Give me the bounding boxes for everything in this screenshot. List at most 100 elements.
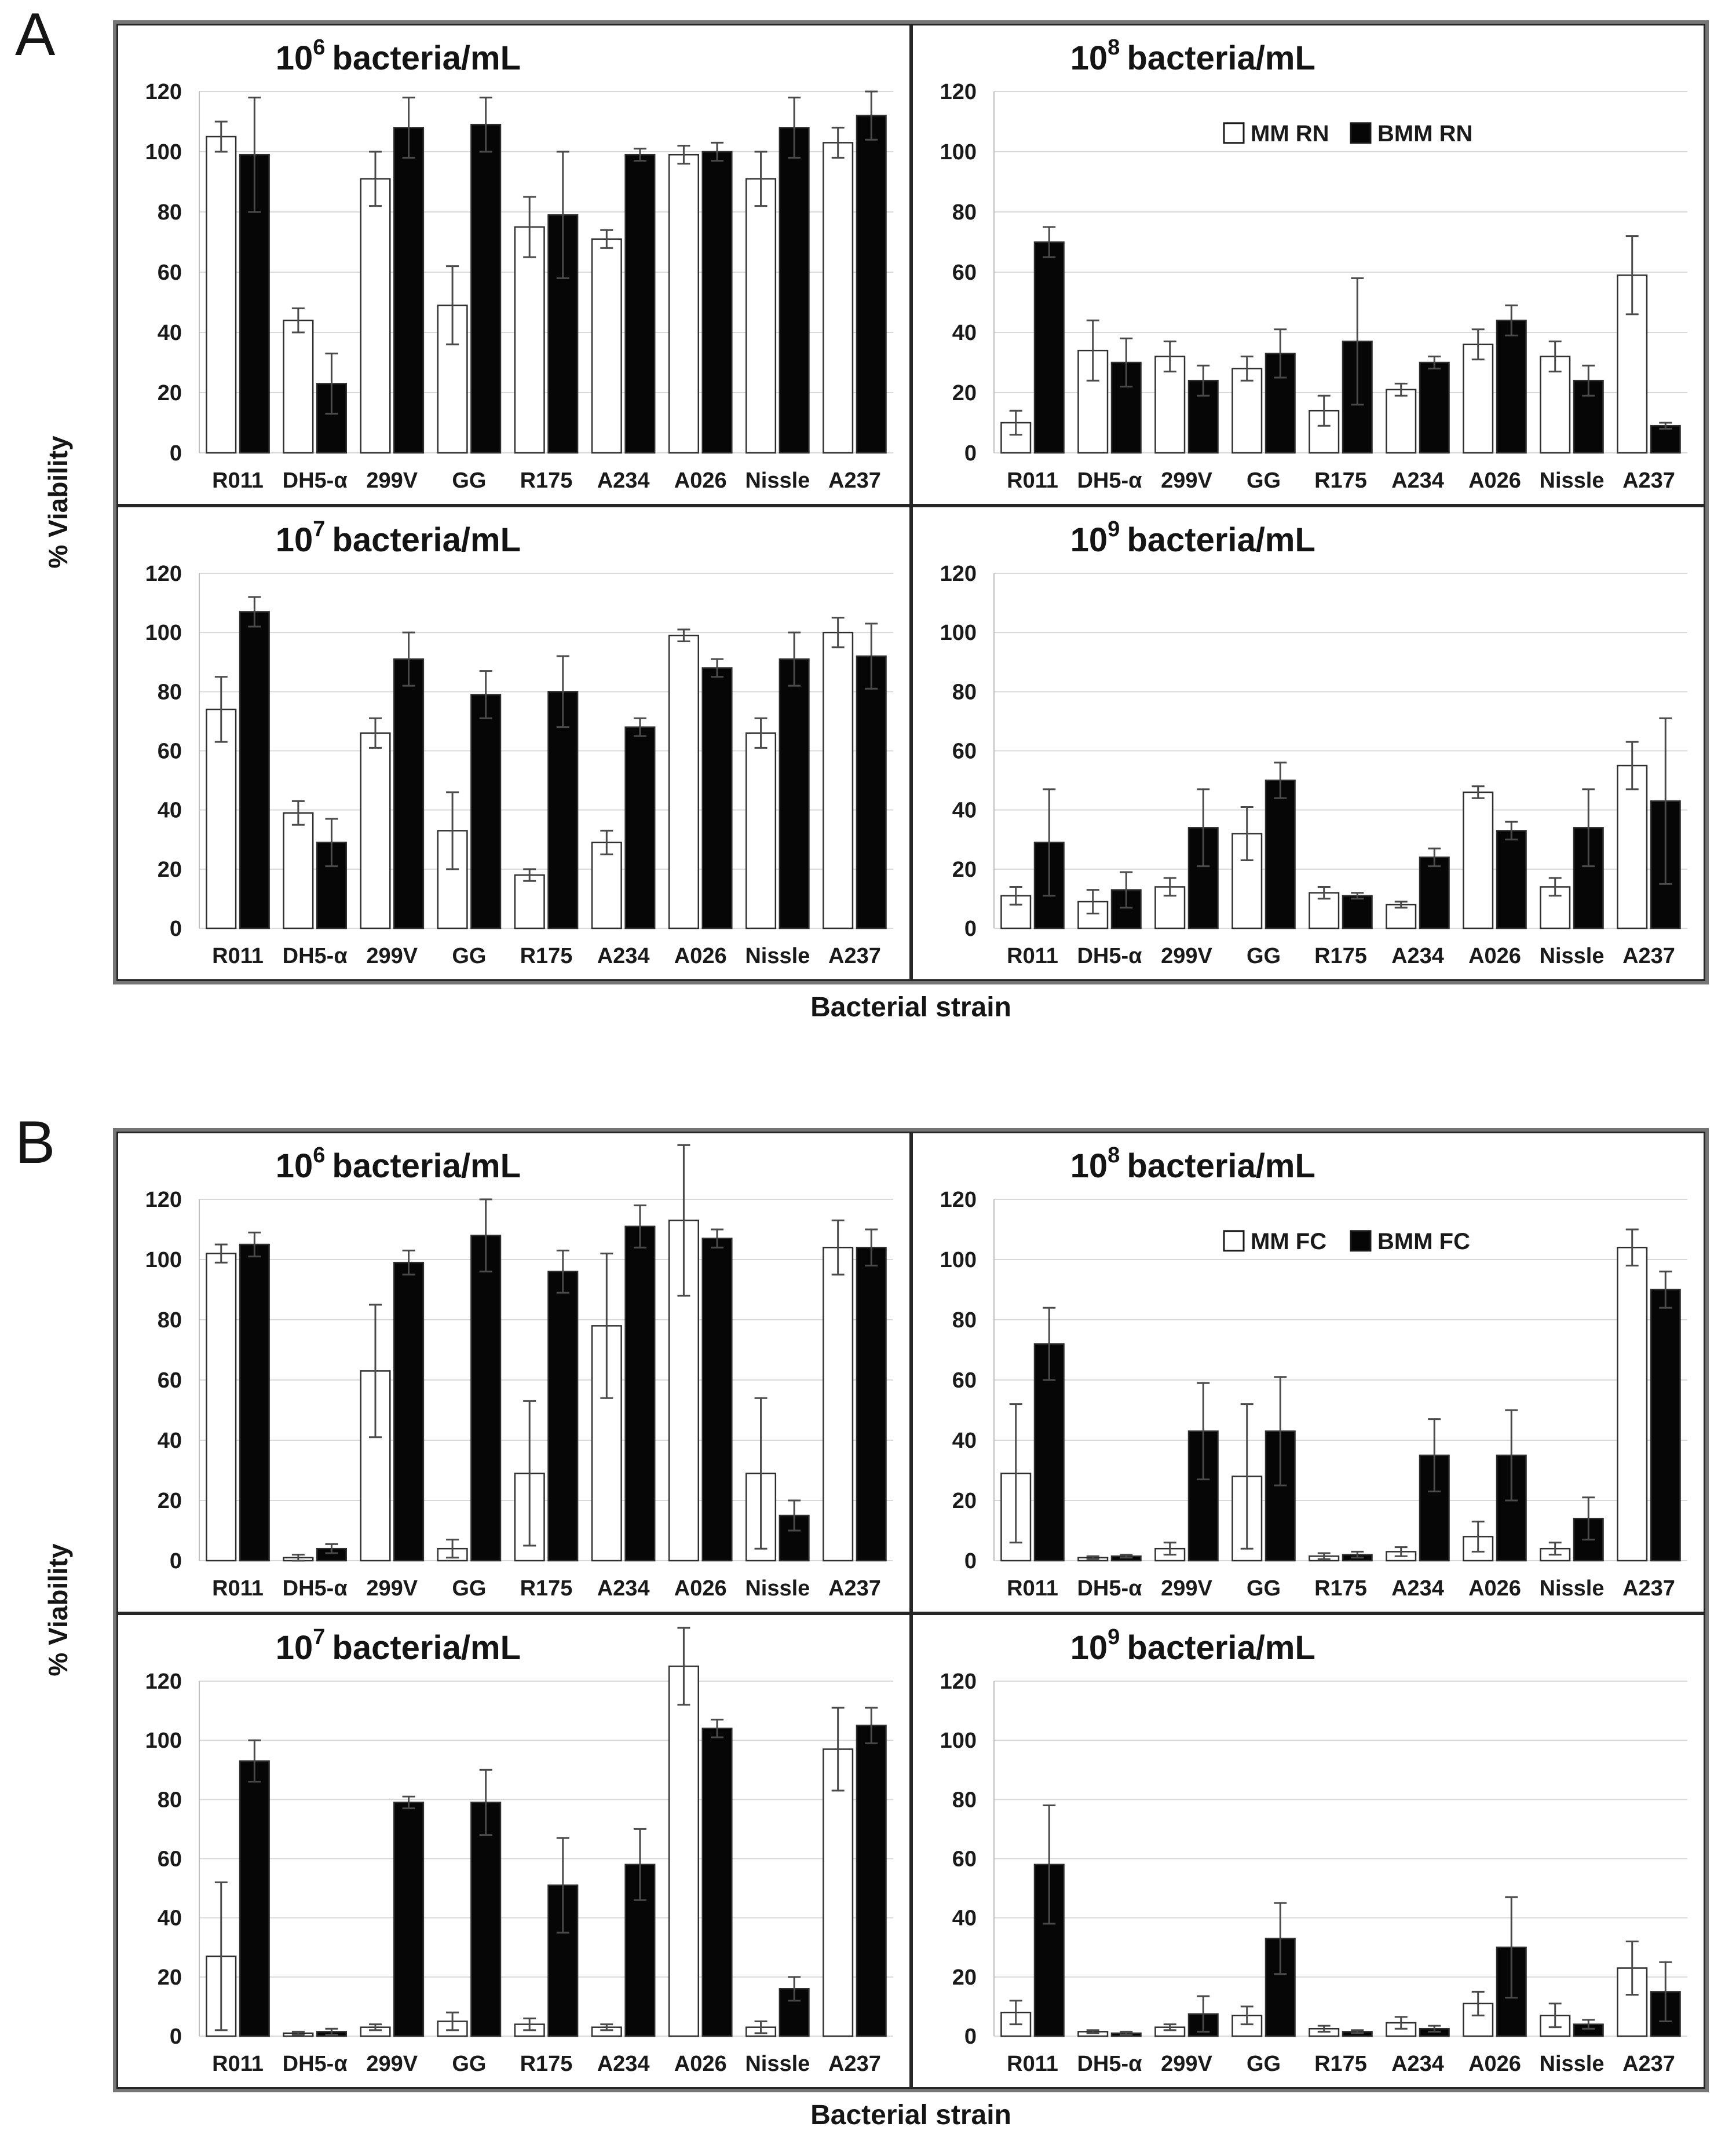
x-tick-label-GG: GG — [452, 468, 486, 493]
y-tick-label-40: 40 — [158, 1429, 182, 1453]
y-tick-label-0: 0 — [964, 2025, 977, 2049]
subplot-title-a9: 109 bacteria/mL — [1070, 517, 1315, 559]
y-tick-label-0: 0 — [170, 1549, 182, 1573]
y-tick-label-100: 100 — [145, 1248, 182, 1272]
bar-bmm-rn-A026 — [1496, 319, 1527, 454]
x-tick-label-GG: GG — [1247, 944, 1281, 968]
x-tick-label-R011: R011 — [212, 468, 264, 493]
y-tick-label-80: 80 — [952, 200, 977, 225]
bar-mm-rn-R011 — [1000, 422, 1032, 454]
x-tick-label-A234: A234 — [1391, 2052, 1444, 2076]
bar-mm-rn-A026 — [668, 635, 699, 929]
y-tick-label-0: 0 — [170, 441, 182, 466]
x-tick-label-Nissle: Nissle — [745, 468, 810, 493]
y-tick-label-100: 100 — [145, 1729, 182, 1753]
bar-mm-rn-Nissle — [745, 178, 777, 454]
y-tick-label-120: 120 — [940, 1670, 977, 1694]
bar-bmm-rn-299V — [393, 127, 425, 454]
y-tick-label-0: 0 — [170, 2025, 182, 2049]
y-axis-label-b: % Viability — [43, 1543, 73, 1677]
bar-bmm-rn-299V — [393, 658, 425, 929]
bar-bmm-rn-Nissle — [779, 127, 810, 454]
chart-svg-a7: 0 20 40 60 80 100 120 107 bacteria/mL R011 DH5-α 29… — [145, 517, 893, 968]
x-tick-label-A237: A237 — [828, 1576, 881, 1601]
x-tick-label-R011: R011 — [212, 944, 264, 968]
x-tick-label-A237: A237 — [1622, 944, 1675, 968]
y-tick-label-60: 60 — [952, 1847, 977, 1872]
bar-bmm-fc-299V — [393, 1802, 425, 2037]
panel-b: B % Viability 0 20 40 60 80 100 120 106 bacteria… — [0, 1108, 1714, 2156]
bar-bmm-rn-R175 — [547, 691, 579, 929]
subplot-b-1e6: 0 20 40 60 80 100 120 106 bacteria/mL R011 DH5-α 29… — [116, 1132, 911, 1613]
bar-bmm-fc-R011 — [1033, 1343, 1065, 1562]
y-tick-label-60: 60 — [158, 261, 182, 285]
y-tick-label-40: 40 — [158, 321, 182, 345]
subplot-a-1e8: 0 20 40 60 80 100 120 108 bacteria/mL MM RN BMM RN… — [911, 24, 1705, 506]
panel-a: A % Viability 0 20 40 60 80 100 120 106 bacteria… — [0, 0, 1714, 1048]
x-tick-label-A237: A237 — [1622, 468, 1675, 493]
bar-mm-fc-A237 — [823, 1246, 854, 1562]
x-tick-label-R175: R175 — [1314, 468, 1367, 493]
x-tick-label-A026: A026 — [1468, 944, 1521, 968]
y-tick-label-20: 20 — [158, 1489, 182, 1513]
bar-bmm-fc-A237 — [856, 1725, 887, 2037]
bar-bmm-fc-299V — [393, 1261, 425, 1562]
x-tick-label-299V: 299V — [366, 1576, 418, 1601]
bar-bmm-rn-R011 — [1033, 241, 1065, 454]
y-tick-label-80: 80 — [158, 1788, 182, 1812]
y-tick-label-40: 40 — [158, 1906, 182, 1931]
x-tick-label-A234: A234 — [1391, 468, 1444, 493]
x-tick-label-299V: 299V — [366, 468, 418, 493]
y-tick-label-80: 80 — [952, 680, 977, 704]
bar-mm-rn-DH5-α — [1077, 901, 1109, 929]
x-tick-label-A237: A237 — [828, 2052, 881, 2076]
chart-svg-b9: 0 20 40 60 80 100 120 109 bacteria/mL R011 DH5-α 29… — [940, 1625, 1687, 2076]
x-tick-label-R011: R011 — [1007, 468, 1058, 493]
y-tick-label-100: 100 — [940, 1729, 977, 1753]
bar-mm-fc-A237 — [1617, 1246, 1648, 1562]
x-tick-label-299V: 299V — [1161, 2052, 1212, 2076]
bar-bmm-rn-GG — [470, 694, 502, 929]
bar-bmm-rn-A234 — [624, 726, 656, 929]
x-tick-label-Nissle: Nissle — [1540, 1576, 1605, 1601]
y-tick-label-40: 40 — [952, 321, 977, 345]
x-tick-label-DH5-α: DH5-α — [1077, 468, 1142, 493]
x-tick-label-A026: A026 — [1468, 2052, 1521, 2076]
legend-swatch-bmm-rn — [1350, 122, 1372, 144]
x-tick-label-R175: R175 — [520, 468, 573, 493]
x-tick-label-A234: A234 — [597, 944, 650, 968]
bar-mm-fc-A237 — [823, 1748, 854, 2037]
bar-bmm-rn-GG — [1265, 353, 1296, 454]
x-tick-label-R175: R175 — [520, 944, 573, 968]
x-axis-label-b: Bacterial strain — [810, 2100, 1011, 2131]
x-tick-label-DH5-α: DH5-α — [1077, 2052, 1142, 2076]
x-tick-label-A026: A026 — [674, 1576, 727, 1601]
bar-bmm-fc-A237 — [856, 1246, 887, 1562]
subplot-title-b6: 106 bacteria/mL — [276, 1143, 521, 1185]
bar-mm-rn-A234 — [591, 841, 622, 929]
y-tick-label-0: 0 — [170, 917, 182, 941]
x-tick-label-GG: GG — [452, 1576, 486, 1601]
bar-mm-rn-299V — [1154, 356, 1186, 454]
bar-bmm-fc-R011 — [239, 1760, 270, 2037]
y-tick-label-80: 80 — [952, 1308, 977, 1333]
x-tick-label-GG: GG — [1247, 2052, 1281, 2076]
x-tick-label-A234: A234 — [1391, 944, 1444, 968]
bar-mm-rn-A237 — [823, 631, 854, 929]
bar-mm-rn-A237 — [823, 142, 854, 454]
bar-bmm-fc-A026 — [701, 1727, 733, 2037]
y-tick-label-100: 100 — [940, 621, 977, 645]
bar-mm-rn-A234 — [591, 238, 622, 454]
legend-label-bmm-rn: BMM RN — [1377, 121, 1472, 147]
bar-bmm-rn-DH5-α — [316, 383, 347, 454]
x-axis-label-a: Bacterial strain — [810, 992, 1011, 1023]
x-tick-label-A237: A237 — [828, 944, 881, 968]
y-tick-label-80: 80 — [952, 1788, 977, 1812]
bar-mm-rn-R175 — [1309, 409, 1340, 454]
y-tick-label-120: 120 — [940, 80, 977, 104]
y-tick-label-60: 60 — [158, 1847, 182, 1872]
y-tick-label-120: 120 — [940, 1188, 977, 1212]
x-tick-label-A026: A026 — [674, 944, 727, 968]
y-tick-label-120: 120 — [940, 562, 977, 586]
chart-svg-b7: 0 20 40 60 80 100 120 107 bacteria/mL R011 DH5-α 29… — [145, 1625, 893, 2076]
